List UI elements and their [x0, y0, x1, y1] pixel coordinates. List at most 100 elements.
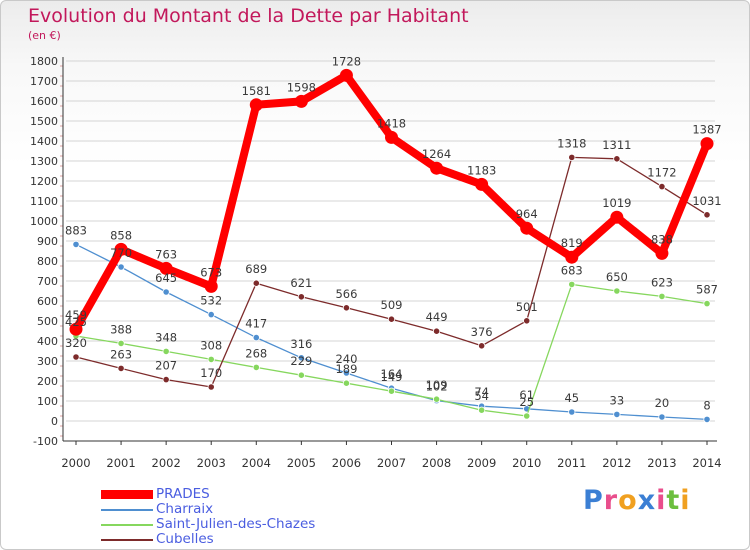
data-point-prades	[475, 177, 489, 191]
data-point-saint-julien-des-chazes	[432, 395, 441, 403]
legend-swatch-saint-julien	[101, 524, 153, 526]
data-point-charraix	[703, 415, 711, 423]
data-point-saint-julien-des-chazes	[387, 387, 396, 395]
data-label-cubelles: 566	[335, 287, 357, 301]
data-label-charraix: 417	[245, 317, 267, 331]
data-label-prades: 1387	[692, 123, 721, 137]
data-label-charraix: 74	[474, 385, 489, 399]
data-label-saint-julien-des-chazes: 189	[335, 362, 357, 376]
data-point-charraix	[252, 333, 260, 342]
data-label-cubelles: 1318	[557, 136, 586, 150]
data-point-saint-julien-des-chazes	[658, 292, 666, 300]
data-point-saint-julien-des-chazes	[703, 299, 711, 308]
data-point-prades	[339, 68, 353, 82]
data-label-prades: 858	[110, 228, 132, 242]
legend-swatch-prades	[101, 490, 153, 499]
data-label-saint-julien-des-chazes: 149	[381, 370, 403, 384]
data-point-cubelles	[342, 304, 351, 312]
data-label-cubelles: 689	[245, 262, 267, 276]
y-tick-label: 1800	[30, 55, 58, 68]
data-point-charraix	[658, 413, 666, 421]
data-label-charraix: 20	[655, 396, 670, 410]
data-label-prades: 763	[155, 247, 177, 261]
legend-label-saint-julien: Saint-Julien-des-Chazes	[156, 516, 316, 532]
data-label-prades: 459	[65, 308, 87, 322]
data-point-cubelles	[658, 183, 666, 191]
data-point-saint-julien-des-chazes	[568, 280, 576, 288]
data-point-saint-julien-des-chazes	[342, 379, 351, 387]
data-label-cubelles: 449	[426, 310, 448, 324]
legend-swatch-cubelles	[101, 539, 153, 541]
data-point-charraix	[568, 408, 576, 416]
data-point-prades	[700, 137, 714, 151]
data-label-saint-julien-des-chazes: 268	[245, 346, 267, 360]
data-point-cubelles	[297, 293, 305, 301]
y-tick-label: -100	[33, 435, 58, 448]
data-label-cubelles: 320	[65, 336, 87, 350]
legend-swatch-charraix	[101, 509, 153, 511]
data-point-cubelles	[613, 155, 621, 163]
data-label-prades: 1418	[377, 116, 406, 130]
x-tick-label: 2006	[332, 456, 361, 470]
data-label-cubelles: 376	[471, 325, 493, 339]
data-point-cubelles	[387, 315, 396, 323]
x-tick-label: 2010	[512, 456, 541, 470]
data-point-prades	[159, 261, 173, 275]
data-point-cubelles	[432, 327, 441, 335]
chart-subtitle: (en €)	[28, 29, 61, 42]
data-label-cubelles: 1031	[692, 194, 721, 208]
data-label-prades: 838	[651, 232, 673, 246]
y-tick-label: 1600	[30, 95, 58, 108]
data-point-cubelles	[117, 364, 125, 372]
data-label-charraix: 45	[564, 391, 579, 405]
data-label-cubelles: 1172	[647, 166, 676, 180]
data-point-prades	[249, 98, 263, 112]
x-tick-label: 2013	[647, 456, 676, 470]
data-point-charraix	[207, 310, 215, 319]
data-label-charraix: 8	[703, 398, 710, 412]
y-tick-label: 1000	[30, 215, 58, 228]
data-label-cubelles: 207	[155, 359, 177, 373]
data-label-charraix: 164	[381, 367, 403, 381]
data-point-charraix	[297, 354, 305, 362]
data-label-saint-julien-des-chazes: 348	[155, 330, 177, 344]
proxiti-logo: Proxiti	[583, 485, 691, 516]
data-label-saint-julien-des-chazes: 54	[474, 389, 489, 403]
x-tick-label: 2012	[602, 456, 631, 470]
data-label-prades: 964	[516, 207, 538, 221]
data-label-prades: 1019	[602, 196, 631, 210]
x-tick-label: 2011	[557, 456, 586, 470]
data-label-prades: 1581	[242, 84, 271, 98]
data-label-cubelles: 621	[290, 276, 312, 290]
data-label-saint-julien-des-chazes: 388	[110, 322, 132, 336]
data-point-saint-julien-des-chazes	[297, 371, 305, 379]
data-label-charraix: 770	[110, 246, 132, 260]
x-tick-label: 2007	[377, 456, 406, 470]
data-label-charraix: 102	[426, 380, 448, 394]
data-label-saint-julien-des-chazes: 109	[426, 378, 448, 392]
y-tick-label: 400	[37, 335, 58, 348]
x-tick-label: 2002	[152, 456, 181, 470]
data-point-cubelles	[207, 383, 215, 391]
data-point-saint-julien-des-chazes	[117, 339, 125, 347]
data-label-prades: 819	[561, 236, 583, 250]
data-label-charraix: 240	[335, 352, 357, 366]
data-label-prades: 1728	[332, 54, 361, 68]
y-tick-label: 0	[51, 415, 58, 428]
data-label-cubelles: 1311	[602, 138, 631, 152]
data-label-cubelles: 509	[381, 298, 403, 312]
y-tick-label: 500	[37, 315, 58, 328]
data-point-cubelles	[252, 279, 260, 287]
x-tick-label: 2009	[467, 456, 496, 470]
legend-label-prades: PRADES	[156, 486, 210, 502]
legend-label-cubelles: Cubelles	[156, 531, 214, 547]
y-tick-label: 300	[37, 355, 58, 368]
data-label-charraix: 61	[519, 388, 534, 402]
data-label-prades: 673	[200, 265, 222, 279]
y-tick-label: 600	[37, 295, 58, 308]
data-point-cubelles	[162, 375, 170, 384]
data-label-saint-julien-des-chazes: 683	[561, 263, 583, 277]
data-point-saint-julien-des-chazes	[162, 347, 170, 355]
